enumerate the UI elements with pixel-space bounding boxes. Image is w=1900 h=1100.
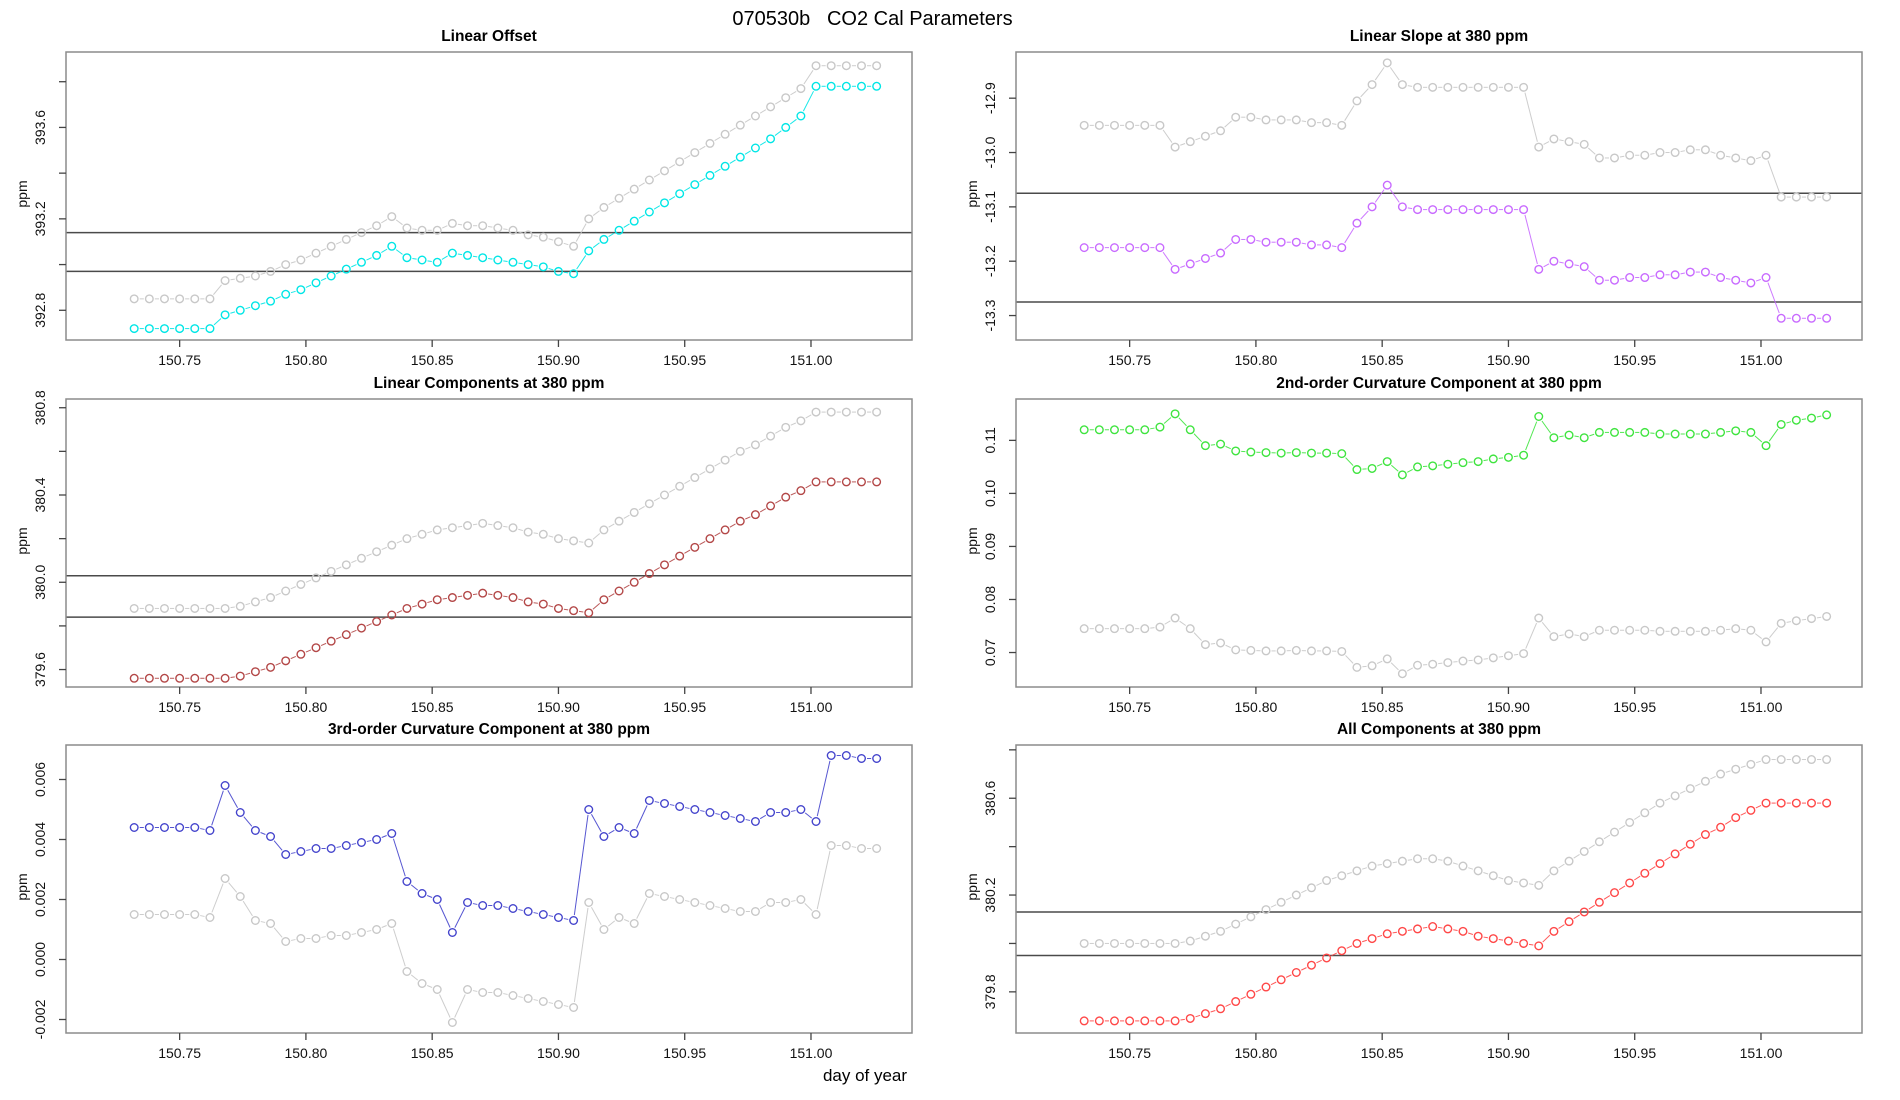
subplot-title: 3rd-order Curvature Component at 380 ppm [327,721,651,738]
svg-text:380.0: 380.0 [32,565,48,600]
svg-text:150.95: 150.95 [1613,1045,1656,1061]
svg-text:150.90: 150.90 [537,352,580,368]
svg-text:150.75: 150.75 [158,699,201,715]
subplot-linear-slope: Linear Slope at 380 ppm ppm 150.75 150.80… [950,26,1900,373]
svg-text:393.6: 393.6 [32,110,48,145]
subplot-all-components: All Components at 380 ppm ppm 150.75 150.… [950,719,1900,1066]
svg-text:0.002: 0.002 [32,882,48,917]
svg-text:-13.3: -13.3 [982,299,998,331]
svg-text:-13.2: -13.2 [982,245,998,277]
svg-text:150.90: 150.90 [537,1045,580,1061]
svg-text:150.75: 150.75 [158,352,201,368]
linear-slope-plot-area: 150.75 150.80 150.85 150.90 150.95 151.00 -13.… [982,51,1863,368]
svg-text:150.85: 150.85 [411,352,454,368]
all-components-plot-area: 150.75 150.80 150.85 150.90 150.95 151.00 379.… [982,744,1863,1061]
svg-text:150.90: 150.90 [1487,1045,1530,1061]
svg-text:0.006: 0.006 [32,762,48,797]
subplot-title: 2nd-order Curvature Component at 380 ppm [1276,375,1602,392]
svg-text:380.2: 380.2 [982,877,998,912]
subplot-title: All Components at 380 ppm [1336,721,1542,738]
linear-components-plot-area: 150.75 150.80 150.85 150.90 150.95 151.00 379.… [32,390,913,715]
svg-text:150.85: 150.85 [411,699,454,715]
svg-text:0.09: 0.09 [982,533,998,560]
svg-text:-0.002: -0.002 [32,999,48,1039]
svg-text:0.07: 0.07 [982,639,998,666]
subplot-2nd-order-curvature: 2nd-order Curvature Component at 380 ppm… [950,373,1900,720]
svg-text:150.80: 150.80 [1234,699,1277,715]
svg-text:380.4: 380.4 [32,477,48,512]
svg-text:150.75: 150.75 [1108,1045,1151,1061]
svg-text:0.11: 0.11 [982,427,998,453]
subplot-title: Linear Offset [441,28,537,45]
svg-text:0.000: 0.000 [32,942,48,977]
svg-text:150.95: 150.95 [1613,352,1656,368]
svg-text:-13.0: -13.0 [982,136,998,168]
svg-text:150.80: 150.80 [284,1045,327,1061]
svg-text:150.85: 150.85 [1361,699,1404,715]
svg-text:380.6: 380.6 [982,781,998,816]
svg-text:150.95: 150.95 [663,699,706,715]
subplot-linear-components: Linear Components at 380 ppm ppm 150.75 1… [0,373,950,720]
figure-title: 070530b CO2 Cal Parameters [732,8,1013,30]
svg-text:150.75: 150.75 [1108,352,1151,368]
subplot-3rd-order-curvature: 3rd-order Curvature Component at 380 ppm… [0,719,950,1066]
subplot-linear-offset: Linear Offset ppm 150.75 150.80 150.85 150.… [0,26,950,373]
svg-text:379.8: 379.8 [982,974,998,1009]
subplot-title: Linear Components at 380 ppm [373,375,605,392]
svg-text:150.85: 150.85 [1361,1045,1404,1061]
subplot-title: Linear Slope at 380 ppm [1349,28,1529,45]
svg-text:150.85: 150.85 [411,1045,454,1061]
svg-text:379.6: 379.6 [32,652,48,687]
svg-text:0.10: 0.10 [982,480,998,507]
svg-text:0.08: 0.08 [982,586,998,613]
svg-text:150.85: 150.85 [1361,352,1404,368]
second-order-curvature-plot-area: 150.75 150.80 150.85 150.90 150.95 151.00 0.07… [982,398,1863,715]
svg-text:150.95: 150.95 [1613,699,1656,715]
svg-text:150.75: 150.75 [1108,699,1151,715]
svg-text:393.2: 393.2 [32,201,48,236]
svg-text:151.00: 151.00 [790,1045,833,1061]
svg-text:150.80: 150.80 [284,352,327,368]
svg-text:392.8: 392.8 [32,293,48,328]
svg-text:150.75: 150.75 [158,1045,201,1061]
svg-text:150.80: 150.80 [284,699,327,715]
svg-text:150.90: 150.90 [1487,352,1530,368]
third-order-curvature-plot-area: 150.75 150.80 150.85 150.90 150.95 151.00 -0.0… [32,744,913,1061]
svg-text:151.00: 151.00 [1740,352,1783,368]
svg-text:151.00: 151.00 [1740,699,1783,715]
svg-text:151.00: 151.00 [790,352,833,368]
svg-text:150.90: 150.90 [1487,699,1530,715]
svg-text:150.90: 150.90 [537,699,580,715]
svg-text:0.004: 0.004 [32,822,48,857]
svg-text:-13.1: -13.1 [982,191,998,223]
x-axis-title: day of year [822,1066,908,1085]
svg-text:150.95: 150.95 [663,352,706,368]
svg-text:-12.9: -12.9 [982,82,998,114]
svg-text:151.00: 151.00 [790,699,833,715]
linear-offset-plot-area: 150.75 150.80 150.85 150.90 150.95 151.00 392.… [32,51,913,368]
svg-text:150.80: 150.80 [1234,1045,1277,1061]
svg-text:380.8: 380.8 [32,390,48,425]
svg-text:151.00: 151.00 [1740,1045,1783,1061]
svg-text:150.80: 150.80 [1234,352,1277,368]
svg-text:150.95: 150.95 [663,1045,706,1061]
